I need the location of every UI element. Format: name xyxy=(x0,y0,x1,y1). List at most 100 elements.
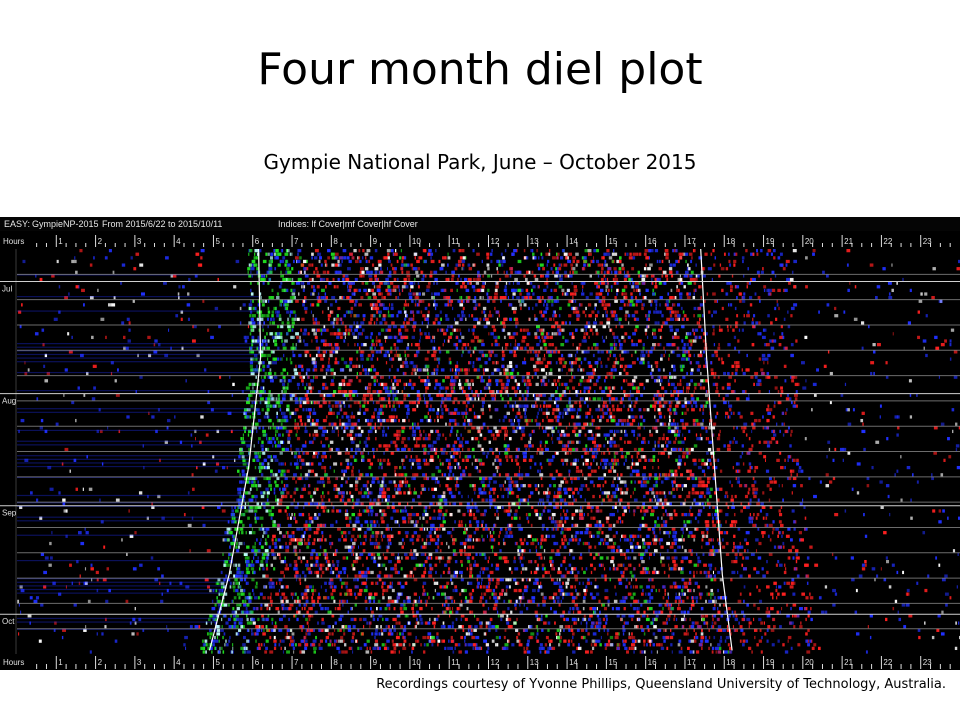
activity-cell xyxy=(304,299,307,303)
activity-cell xyxy=(421,277,425,282)
activity-cell xyxy=(459,256,463,260)
activity-cell xyxy=(287,299,289,303)
activity-cell xyxy=(375,371,379,376)
activity-cell xyxy=(517,343,521,347)
activity-cell xyxy=(251,335,255,340)
activity-cell xyxy=(285,259,288,264)
activity-cell xyxy=(788,426,790,430)
activity-cell xyxy=(535,317,538,321)
activity-cell xyxy=(648,317,651,321)
activity-cell xyxy=(231,393,234,397)
activity-cell xyxy=(756,252,759,256)
activity-cell xyxy=(665,252,669,256)
activity-cell xyxy=(373,314,376,318)
activity-cell xyxy=(603,379,606,383)
activity-cell xyxy=(250,371,255,376)
activity-cell xyxy=(245,386,250,390)
activity-cell xyxy=(672,335,674,340)
activity-cell xyxy=(303,306,308,311)
activity-cell xyxy=(684,350,687,354)
slide-subtitle: Gympie National Park, June – October 201… xyxy=(263,150,697,174)
activity-cell xyxy=(401,259,404,264)
activity-cell xyxy=(454,317,456,321)
activity-cell xyxy=(81,288,85,293)
activity-cell xyxy=(791,375,795,379)
activity-cell xyxy=(321,328,326,332)
activity-cell xyxy=(269,379,274,383)
activity-cell xyxy=(611,404,615,408)
activity-cell xyxy=(480,288,482,293)
activity-cell xyxy=(345,422,348,426)
activity-cell xyxy=(575,328,578,332)
activity-cell xyxy=(539,361,544,365)
activity-cell xyxy=(532,393,535,397)
activity-cell xyxy=(362,317,366,321)
activity-cell xyxy=(261,303,265,307)
activity-cell xyxy=(297,415,302,419)
activity-cell xyxy=(601,277,604,282)
activity-cell xyxy=(567,353,572,358)
activity-cell xyxy=(657,368,661,372)
activity-cell xyxy=(337,259,340,264)
activity-cell xyxy=(458,371,460,376)
activity-cell xyxy=(606,249,610,253)
activity-cell xyxy=(546,408,548,412)
activity-cell xyxy=(433,299,436,303)
activity-cell xyxy=(682,426,687,430)
activity-cell xyxy=(575,306,578,311)
activity-cell xyxy=(390,350,393,354)
activity-cell xyxy=(428,379,430,383)
activity-cell xyxy=(267,324,269,329)
activity-cell xyxy=(721,361,725,365)
activity-cell xyxy=(465,415,468,419)
activity-cell xyxy=(597,375,601,379)
activity-cell xyxy=(690,368,694,372)
activity-cell xyxy=(387,310,390,314)
activity-cell xyxy=(155,429,158,434)
activity-cell xyxy=(418,339,421,343)
activity-cell xyxy=(730,288,733,293)
activity-cell xyxy=(558,263,561,267)
activity-cell xyxy=(262,328,264,332)
activity-cell xyxy=(384,350,389,354)
activity-cell xyxy=(265,353,267,358)
activity-cell xyxy=(736,314,739,318)
activity-cell xyxy=(684,422,689,426)
activity-cell xyxy=(68,292,70,296)
activity-cell xyxy=(599,321,603,325)
activity-cell xyxy=(467,277,472,282)
activity-cell xyxy=(621,350,624,354)
activity-cell xyxy=(535,361,539,365)
activity-cell xyxy=(251,274,254,278)
activity-cell xyxy=(595,408,598,412)
activity-cell xyxy=(557,386,559,390)
activity-cell xyxy=(637,433,641,437)
activity-cell xyxy=(434,379,438,383)
activity-cell xyxy=(398,332,402,336)
activity-cell xyxy=(663,353,666,358)
activity-cell xyxy=(536,328,540,332)
activity-cell xyxy=(597,350,600,354)
activity-cell xyxy=(591,422,593,426)
activity-cell xyxy=(925,353,928,358)
activity-cell xyxy=(315,353,318,358)
activity-cell xyxy=(284,306,286,311)
activity-cell xyxy=(676,288,680,293)
activity-cell xyxy=(279,299,283,303)
activity-cell xyxy=(367,422,372,426)
activity-cell xyxy=(522,361,526,365)
activity-cell xyxy=(761,335,766,340)
activity-cell xyxy=(721,386,724,390)
activity-cell xyxy=(449,368,452,372)
activity-cell xyxy=(684,252,689,256)
activity-cell xyxy=(44,379,49,383)
activity-cell xyxy=(395,415,398,419)
activity-cell xyxy=(589,292,593,296)
activity-cell xyxy=(621,267,625,271)
activity-cell xyxy=(698,353,703,358)
activity-cell xyxy=(577,357,582,361)
activity-cell xyxy=(594,281,599,285)
activity-cell xyxy=(401,390,404,394)
activity-cell xyxy=(742,259,744,264)
activity-cell xyxy=(443,404,447,408)
